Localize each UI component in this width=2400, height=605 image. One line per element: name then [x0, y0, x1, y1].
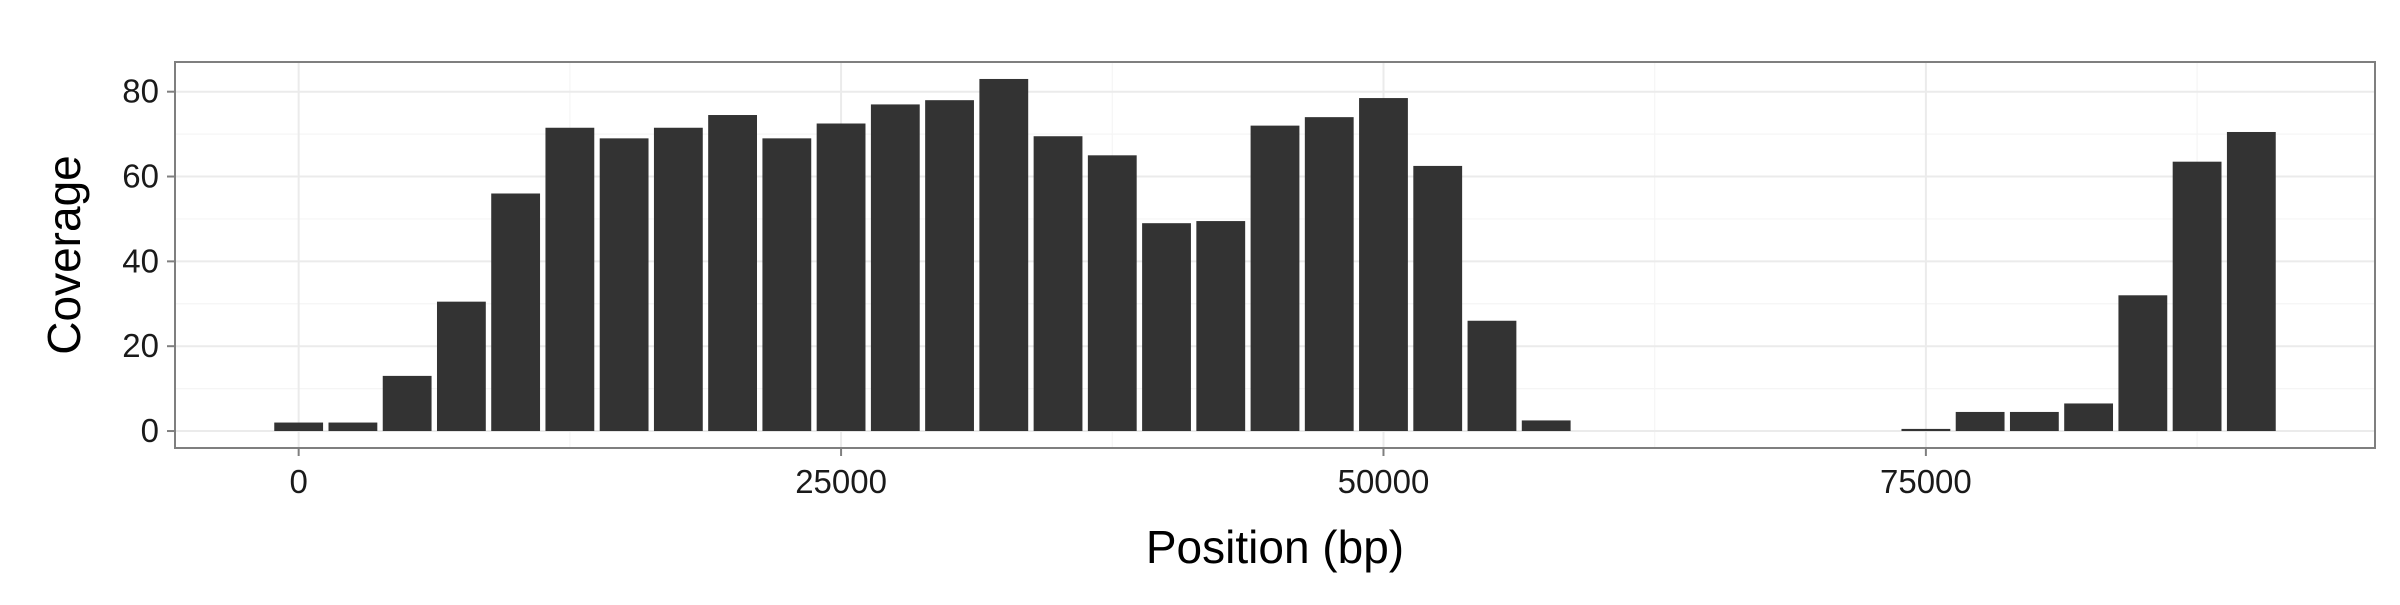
bar [599, 138, 649, 432]
bar [1467, 320, 1517, 432]
bar [1142, 223, 1191, 432]
y-axis-title: Coverage [38, 155, 90, 354]
bar [816, 123, 866, 432]
bars [274, 78, 2276, 432]
bar [2172, 161, 2222, 432]
bar [925, 100, 974, 432]
bar [1955, 411, 2005, 432]
bar [1359, 98, 1408, 432]
bar [870, 104, 920, 432]
x-tick-label: 50000 [1338, 463, 1430, 500]
x-tick-label: 75000 [1880, 463, 1972, 500]
bar [1033, 136, 1083, 432]
bar [328, 422, 378, 432]
bar [708, 115, 758, 432]
bar [762, 138, 812, 432]
bar [436, 301, 486, 432]
y-tick-label: 20 [122, 327, 159, 364]
bar [1196, 221, 1246, 432]
x-axis: 0 25000 50000 75000 [289, 448, 1972, 500]
bar [1413, 165, 1463, 432]
bar [2226, 131, 2276, 432]
bar [1087, 155, 1137, 432]
bar [274, 422, 324, 432]
bar [2064, 403, 2114, 432]
bar [653, 127, 703, 432]
bar [979, 78, 1029, 432]
y-tick-label: 80 [122, 73, 159, 110]
bar [491, 193, 541, 432]
bar [2009, 411, 2059, 432]
bar [1250, 125, 1300, 432]
bar [1901, 428, 1951, 432]
bar [1521, 420, 1571, 432]
bar [545, 127, 595, 432]
bar [1304, 117, 1354, 432]
bar [382, 375, 432, 432]
y-tick-label: 40 [122, 242, 159, 279]
y-tick-label: 0 [141, 412, 159, 449]
x-tick-label: 25000 [795, 463, 887, 500]
y-axis: 0 20 40 60 80 [122, 73, 175, 449]
panel-border [174, 61, 2376, 449]
x-tick-label: 0 [289, 463, 307, 500]
y-tick-label: 60 [122, 158, 159, 195]
bar [2118, 295, 2168, 432]
x-axis-title: Position (bp) [1146, 521, 1404, 573]
